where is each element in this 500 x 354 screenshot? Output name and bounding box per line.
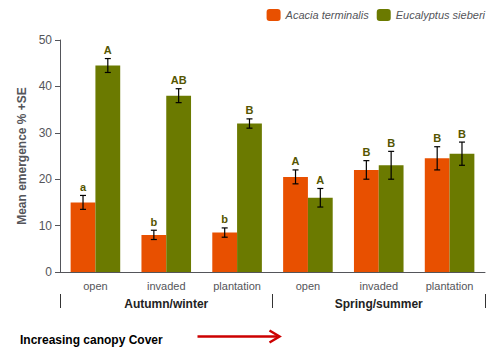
svg-text:invaded: invaded: [359, 280, 398, 292]
svg-text:A: A: [104, 44, 112, 56]
svg-text:Increasing canopy Cover: Increasing canopy Cover: [20, 333, 163, 347]
svg-text:0: 0: [45, 265, 52, 279]
svg-text:invaded: invaded: [147, 280, 186, 292]
svg-text:10: 10: [39, 219, 53, 233]
svg-text:Mean emergence % +SE: Mean emergence % +SE: [15, 87, 29, 225]
svg-text:A: A: [292, 155, 300, 167]
svg-text:plantation: plantation: [213, 280, 261, 292]
svg-text:20: 20: [39, 172, 53, 186]
svg-text:50: 50: [39, 33, 53, 47]
svg-text:a: a: [80, 181, 87, 193]
svg-text:open: open: [296, 280, 320, 292]
svg-text:B: B: [246, 104, 254, 116]
svg-text:open: open: [83, 280, 107, 292]
svg-text:Autumn/winter: Autumn/winter: [124, 297, 208, 311]
svg-text:b: b: [221, 213, 228, 225]
svg-text:Acacia terminalis: Acacia terminalis: [285, 9, 370, 21]
svg-text:B: B: [362, 146, 370, 158]
svg-text:B: B: [387, 137, 395, 149]
svg-text:AB: AB: [171, 74, 187, 86]
svg-text:B: B: [433, 132, 441, 144]
svg-text:30: 30: [39, 126, 53, 140]
svg-text:40: 40: [39, 79, 53, 93]
svg-text:Spring/summer: Spring/summer: [335, 297, 423, 311]
svg-text:B: B: [458, 128, 466, 140]
svg-text:b: b: [150, 216, 157, 228]
svg-text:A: A: [316, 174, 324, 186]
svg-text:Eucalyptus sieberi: Eucalyptus sieberi: [396, 9, 486, 21]
svg-text:plantation: plantation: [426, 280, 474, 292]
